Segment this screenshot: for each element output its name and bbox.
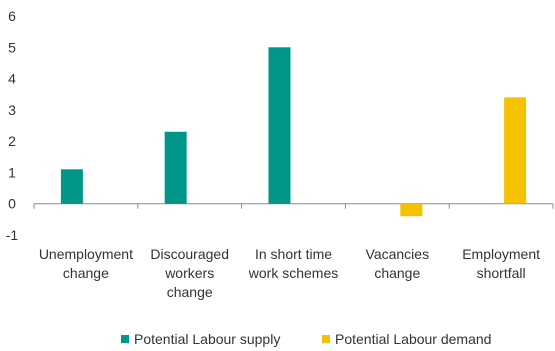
x-tick-label: Unemployment — [39, 246, 133, 262]
y-tick-label: 5 — [8, 39, 16, 55]
x-tick-label: Discouraged — [150, 246, 229, 262]
y-tick-label: 0 — [8, 196, 16, 212]
x-tick-label: change — [167, 284, 213, 300]
x-tick-label: change — [374, 265, 420, 281]
y-tick-label: 2 — [8, 133, 16, 149]
x-tick-label: shortfall — [477, 265, 526, 281]
legend-label-supply: Potential Labour supply — [134, 331, 281, 347]
legend-swatch-demand — [322, 335, 330, 343]
bar-demand — [504, 97, 527, 204]
legend-item-supply: Potential Labour supply — [121, 331, 280, 347]
legend-label-demand: Potential Labour demand — [335, 331, 492, 347]
legend-swatch-supply — [121, 335, 129, 343]
y-tick-label: 3 — [8, 102, 16, 118]
x-tick-label: In short time — [255, 246, 332, 262]
legend-item-demand: Potential Labour demand — [322, 331, 491, 347]
x-tick-label: change — [63, 265, 109, 281]
y-tick-label: 6 — [8, 8, 16, 24]
bar-chart: -1 0 1 2 3 4 5 6 Unemployment change Discouraged wo… — [6, 8, 554, 300]
y-tick-label: 1 — [8, 164, 16, 180]
bar-supply — [60, 169, 83, 204]
y-tick-label: 4 — [8, 71, 16, 87]
bar-supply — [268, 47, 291, 204]
x-tick-label: Vacancies — [366, 246, 430, 262]
legend: Potential Labour supply Potential Labour… — [0, 331, 555, 351]
x-tick-label: work schemes — [248, 265, 338, 281]
x-tick-label: workers — [164, 265, 214, 281]
x-tick-label: Employment — [462, 246, 540, 262]
bar-demand — [400, 203, 423, 217]
bar-supply — [164, 131, 187, 204]
y-tick-label: -1 — [6, 227, 19, 243]
